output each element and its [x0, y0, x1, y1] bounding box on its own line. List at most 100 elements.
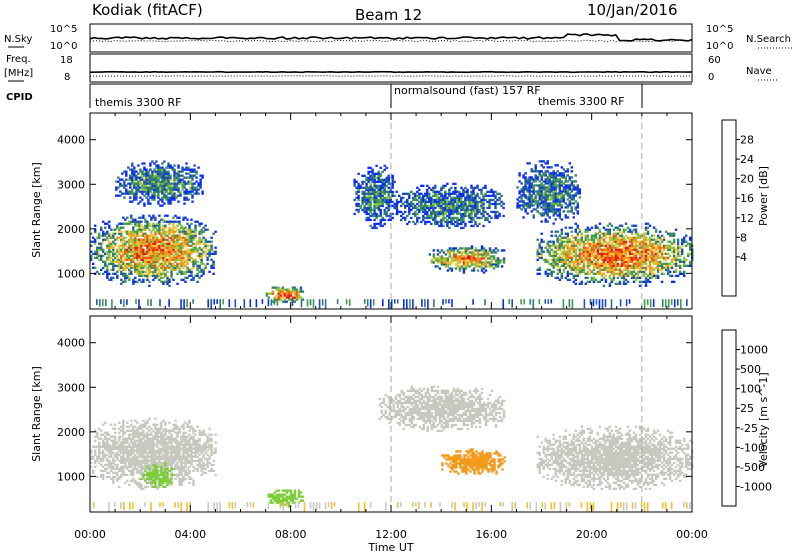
- power-cell: [538, 170, 541, 173]
- power-cell: [158, 228, 161, 231]
- power-cell: [106, 252, 109, 255]
- power-cell: [293, 290, 297, 293]
- power-cell: [134, 256, 137, 259]
- power-cell: [594, 264, 598, 267]
- power-cell: [184, 240, 187, 243]
- power-cell: [373, 174, 376, 177]
- power-cell: [480, 206, 483, 210]
- power-cell: [170, 264, 173, 267]
- power-cell: [620, 234, 624, 237]
- power-cell: [568, 260, 572, 263]
- power-cell: [124, 248, 127, 251]
- power-cell: [548, 186, 551, 189]
- power-cell: [634, 276, 638, 279]
- power-cell: [178, 268, 181, 271]
- power-cell: [568, 272, 572, 275]
- power-cell: [112, 250, 115, 253]
- power-cell: [355, 180, 358, 183]
- power-cell: [191, 176, 194, 179]
- power-cell: [128, 272, 131, 275]
- power-cell: [187, 198, 190, 201]
- power-cell: [120, 264, 123, 267]
- power-cell: [162, 248, 165, 251]
- power-cell: [436, 257, 440, 260]
- power-cell: [618, 250, 622, 253]
- power-cell: [640, 260, 644, 263]
- power-cell: [632, 258, 636, 261]
- velocity-cell: [94, 465, 97, 468]
- power-cell: [442, 194, 445, 197]
- power-cell: [367, 208, 370, 212]
- power-cell: [92, 262, 95, 265]
- power-cell: [628, 272, 632, 275]
- power-cell: [198, 236, 201, 239]
- power-cell: [452, 216, 455, 220]
- power-cell: [658, 268, 662, 271]
- power-cell: [195, 176, 198, 179]
- power-cell: [448, 216, 451, 220]
- power-cell: [422, 184, 425, 187]
- power-cell: [184, 238, 187, 241]
- power-cell: [398, 194, 401, 197]
- power-cell: [540, 240, 543, 243]
- power-cell: [158, 226, 161, 229]
- power-cell: [424, 194, 427, 197]
- power-cell: [164, 280, 167, 283]
- power-cell: [444, 196, 447, 199]
- power-cell: [584, 254, 588, 257]
- power-cell: [562, 186, 566, 189]
- power-cell: [628, 230, 632, 233]
- power-cell: [369, 184, 372, 187]
- power-cell: [460, 206, 463, 210]
- power-cell: [490, 259, 494, 262]
- power-cell: [584, 258, 588, 261]
- power-cell: [640, 280, 644, 283]
- power-cell: [122, 250, 125, 253]
- power-cell: [156, 258, 159, 261]
- power-cell: [618, 224, 622, 227]
- power-cell: [102, 234, 105, 237]
- power-cell: [460, 222, 463, 226]
- power-cell: [156, 230, 159, 233]
- power-cell: [208, 244, 211, 247]
- velocity-cell: [114, 463, 117, 466]
- power-cell: [636, 258, 640, 261]
- power-cell: [454, 186, 457, 189]
- power-cell: [524, 178, 527, 181]
- power-cell: [634, 278, 638, 281]
- power-cell: [130, 244, 133, 247]
- power-cell: [606, 258, 610, 261]
- power-cell: [420, 196, 423, 199]
- power-cell: [129, 174, 132, 177]
- power-cell: [277, 294, 281, 297]
- power-cell: [151, 182, 154, 185]
- power-cell: [536, 272, 539, 275]
- power-cell: [193, 186, 196, 189]
- power-cell: [470, 253, 474, 256]
- power-cell: [377, 222, 380, 226]
- power-cell: [660, 272, 664, 275]
- power-cell: [560, 238, 564, 241]
- power-cell: [155, 186, 158, 189]
- power-cell: [426, 196, 429, 199]
- power-cell: [638, 262, 642, 265]
- power-cell: [668, 232, 672, 235]
- power-cell: [610, 248, 614, 251]
- power-cell: [186, 276, 189, 279]
- power-cell: [301, 298, 305, 301]
- power-cell: [385, 202, 388, 206]
- power-cell: [592, 268, 596, 271]
- power-cell: [189, 182, 192, 185]
- power-cell: [134, 232, 137, 235]
- power-cell: [462, 202, 465, 206]
- power-cell: [161, 198, 164, 201]
- power-cell: [546, 166, 549, 169]
- velocity-cell: [94, 429, 97, 432]
- power-cell: [430, 200, 433, 204]
- power-cell: [484, 186, 487, 189]
- power-cell: [194, 260, 197, 263]
- power-cell: [522, 186, 525, 189]
- power-cell: [476, 194, 479, 197]
- power-cell: [186, 256, 189, 259]
- power-cell: [281, 296, 285, 299]
